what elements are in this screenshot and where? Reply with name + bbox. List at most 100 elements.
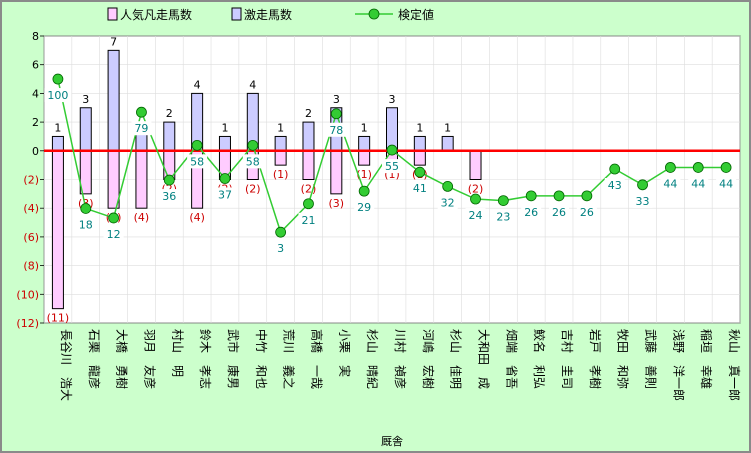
legend-label-surge: 激走馬数 [244, 7, 292, 22]
line-label: 24 [469, 209, 483, 222]
legend-label-popular-failed: 人気凡走馬数 [120, 7, 192, 22]
y-tick-label: (4) [23, 202, 39, 215]
line-label: 37 [218, 188, 232, 201]
line-label-box [187, 154, 208, 169]
x-tick-label: 荒川 義之 [282, 329, 297, 389]
line-point [665, 162, 676, 173]
x-tick-label: 川村 禎彦 [393, 329, 408, 389]
line-label-box [44, 88, 72, 103]
line-point [247, 139, 259, 151]
line-point [136, 106, 147, 118]
legend-swatch-popular-failed [107, 7, 118, 21]
bar-surge [441, 135, 454, 152]
line-point [720, 162, 732, 173]
legend: 人気凡走馬数 激走馬数 検定値 [107, 7, 434, 22]
bar-label-surge: 3 [333, 93, 340, 106]
x-tick-label: 村山 明 [170, 329, 184, 377]
bar-surge [302, 121, 315, 152]
line-label-box [382, 159, 402, 174]
line-label-box [632, 193, 653, 208]
bar-label-surge: 2 [305, 107, 312, 120]
line-point [108, 212, 119, 224]
bar-label-popular-failed: (11) [47, 312, 70, 325]
line-label: 26 [580, 206, 594, 219]
x-tick-label: 大橋 勇樹 [115, 329, 129, 389]
line-point [275, 226, 287, 238]
line-label-box [354, 200, 375, 215]
line-point [442, 180, 454, 192]
bar-surge [79, 107, 92, 152]
line-label-box [688, 176, 709, 191]
bar-surge [51, 135, 64, 152]
line-label-box [660, 176, 681, 191]
line-point [553, 190, 565, 202]
x-tick-label: 鮫名 利弘 [532, 329, 547, 389]
bar-label-popular-failed: (3) [329, 197, 345, 210]
x-tick-label: 稲垣 幸雄 [699, 329, 714, 389]
line-label-box [521, 204, 542, 219]
y-tick-label: 6 [32, 59, 39, 72]
bar-label-popular-failed: (4) [189, 211, 205, 224]
y-tick-label: 4 [32, 87, 39, 100]
bar-label-popular-failed: (1) [356, 168, 372, 181]
x-tick-label: 吉村 圭司 [560, 329, 574, 389]
line-label: 18 [79, 218, 93, 231]
x-tick-label: 鈴木 孝志 [198, 329, 213, 389]
line-label: 58 [246, 155, 260, 168]
bar-label-popular-failed: (4) [134, 211, 150, 224]
x-tick-label: 中竹 和也 [254, 329, 269, 389]
line-label: 55 [385, 160, 399, 173]
line-point [386, 144, 398, 156]
bar-surge [358, 135, 371, 152]
y-tick-label: (12) [16, 317, 39, 330]
line-label: 29 [357, 201, 371, 214]
x-tick-label: 牧田 和弥 [616, 329, 631, 389]
line-label: 3 [277, 242, 284, 255]
x-tick-label: 武市 康男 [226, 329, 241, 389]
line-label-box [493, 209, 514, 224]
line-label: 44 [691, 177, 705, 190]
line-label: 26 [552, 206, 566, 219]
bar-surge [386, 107, 398, 152]
bar-label-surge: 1 [277, 121, 284, 134]
legend-swatch-surge [231, 7, 242, 21]
line-point [219, 173, 231, 184]
bar-label-surge: 1 [361, 121, 368, 134]
line-point [637, 179, 648, 191]
bar-label-surge: 1 [416, 121, 423, 134]
line-label-box [326, 122, 347, 137]
bar-label-surge: 3 [82, 93, 89, 106]
x-tick-label: 杉山 佳明 [449, 329, 463, 389]
line-label-box [604, 178, 625, 193]
line-label-box [409, 181, 430, 196]
bar-popular-failed [358, 150, 371, 166]
line-label: 100 [47, 89, 68, 102]
line-point [525, 190, 537, 202]
y-tick-label: 0 [32, 145, 39, 158]
line-point [52, 73, 64, 85]
bar-label-popular-failed: (2) [245, 183, 261, 196]
bar-surge [413, 135, 426, 152]
x-tick-label: 長谷川 浩大 [59, 329, 73, 401]
line-label: 41 [413, 182, 427, 195]
line-label-box [75, 217, 96, 232]
x-tick-label: 大和田 成 [477, 329, 491, 389]
bar-label-surge: 4 [194, 78, 201, 91]
x-tick-label: 石栗 龍彦 [87, 329, 102, 389]
line-point [581, 190, 593, 202]
y-tick-label: 8 [32, 30, 39, 43]
bar-label-surge: 1 [444, 121, 451, 134]
x-axis: 長谷川 浩大 石栗 龍彦 大橋 勇樹 羽月 友彦 村山 明鈴木 孝志 武市 康男 中竹 和也… [59, 329, 741, 401]
bar-popular-failed [469, 150, 482, 181]
line-label: 32 [441, 196, 455, 209]
bar-popular-failed [302, 150, 315, 181]
line-label-box [214, 187, 235, 202]
line-point [163, 174, 175, 186]
line-point [414, 166, 426, 178]
line-label: 23 [496, 211, 510, 224]
line-label: 12 [107, 228, 121, 241]
x-tick-label: 小栗 実 [337, 329, 352, 377]
x-tick-label: 武藤 善則 [644, 329, 659, 389]
